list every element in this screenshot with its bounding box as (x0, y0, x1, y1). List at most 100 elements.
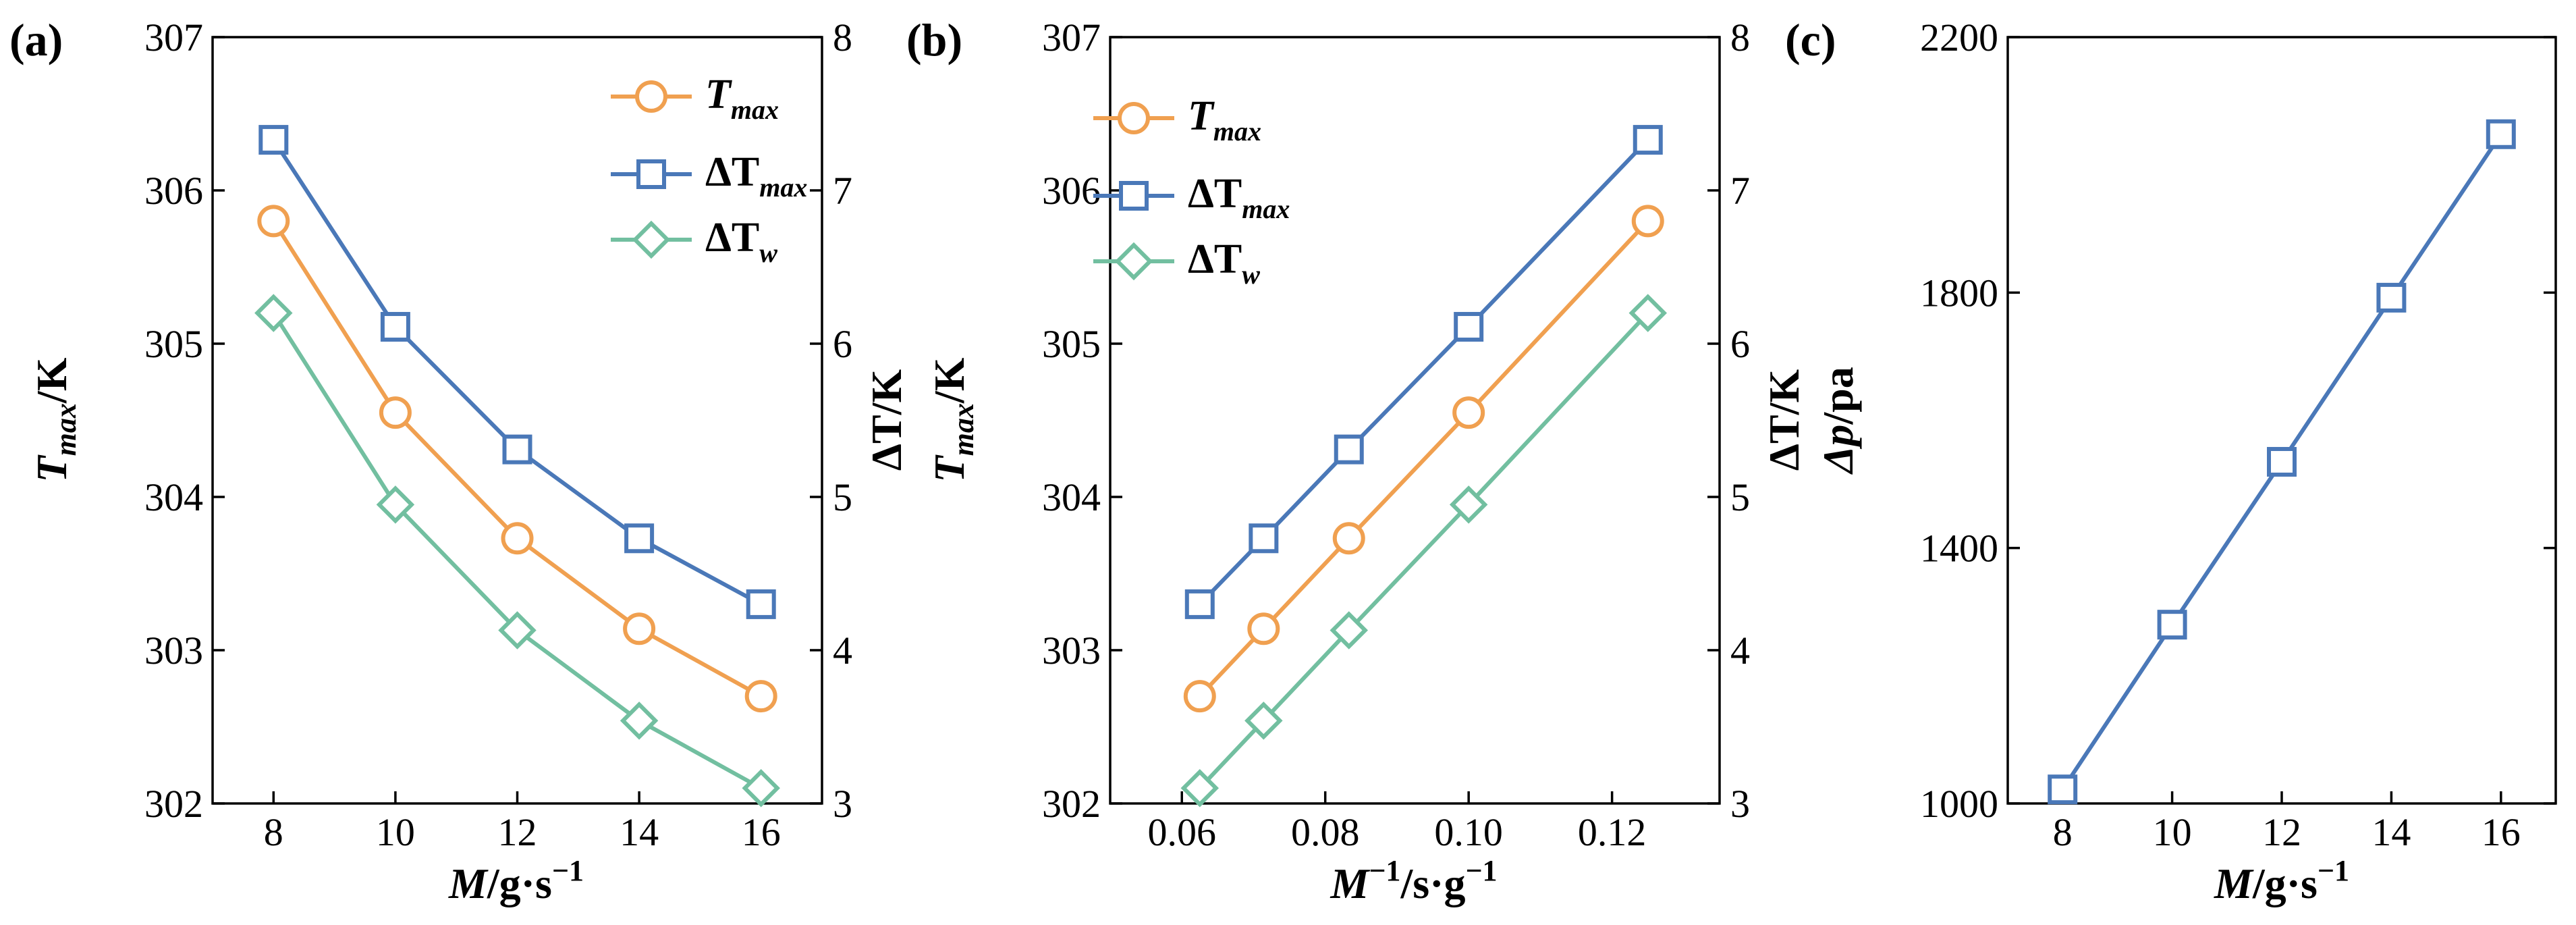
data-point-dtmax-a-0 (258, 125, 289, 155)
y-tick-label-b-1: 303 (1042, 629, 1101, 672)
x-tick-label-c-4: 16 (2482, 810, 2521, 854)
data-point-tmax-b-3 (1247, 612, 1280, 645)
data-point-dtw-b-4 (1180, 769, 1220, 808)
legend-marker-tmax-a (635, 80, 667, 113)
data-point-dtw-a-4 (742, 769, 780, 808)
y-tick-label-b-0: 302 (1042, 782, 1101, 826)
legend-label-tmax-a: Tmax (705, 72, 779, 125)
data-point-tmax-b-0 (1631, 205, 1664, 238)
y-tick-label-c-1: 1400 (1920, 527, 1998, 571)
x-tick-label-b-3: 0.12 (1578, 810, 1647, 854)
y-tick-label-c-0: 1000 (1920, 782, 1998, 826)
data-point-tmax-b-2 (1332, 522, 1365, 555)
data-point-dtw-a-2 (498, 611, 537, 650)
y-tick-label-a-0: 302 (144, 782, 203, 826)
data-point-dtmax-c-0 (2048, 774, 2078, 805)
y-tick-label-c-3: 2200 (1920, 16, 1998, 59)
panel-label-b: (b) (906, 14, 962, 65)
y2-tick-label-a-3: 6 (833, 322, 852, 366)
y2-tick-label-a-4: 7 (833, 169, 852, 213)
ticks-c: 8 10 12 14 16 1000 1400 1800 2200 (1920, 16, 2556, 854)
legend-label-dtmax-a: ΔTmax (705, 149, 807, 203)
y2-tick-label-b-0: 3 (1730, 782, 1750, 826)
x-tick-label-c-2: 12 (2262, 810, 2301, 854)
y2-tick-label-b-4: 7 (1730, 169, 1750, 213)
data-point-dtw-a-0 (254, 294, 293, 332)
data-point-dtmax-c-3 (2376, 282, 2407, 313)
y2-tick-label-b-1: 4 (1730, 629, 1750, 672)
x-tick-label-b-0: 0.06 (1147, 810, 1216, 854)
panel-b: (b) 0.06 0.08 0.10 0.12 302 303 304 305 306 307 3 4… (906, 14, 1808, 907)
data-point-dtw-b-0 (1628, 294, 1668, 332)
y2-axis-label-a: ΔT/K (862, 369, 910, 471)
x-tick-label-c-0: 8 (2053, 810, 2073, 854)
y2-tick-label-a-0: 3 (833, 782, 852, 826)
legend-label-dtw-a: ΔTw (705, 215, 777, 268)
legend-a: Tmax ΔTmax ΔTw (611, 72, 807, 268)
panel-c: (c) 8 10 12 14 16 1000 1400 1800 2200 Δp/pa M/g·… (1785, 14, 2557, 907)
plot-frame-b (1109, 36, 1721, 805)
data-point-dtw-a-1 (376, 485, 415, 524)
x-tick-label-a-1: 10 (376, 810, 415, 854)
y-axis-label-c: Δp/pa (1814, 367, 1862, 475)
panel-a: (a) 8 10 12 14 16 302 303 304 305 306 307 3 4 5 6 7 8 Tm… (9, 14, 910, 907)
data-point-tmax-b-1 (1452, 396, 1485, 429)
legend-label-tmax-b: Tmax (1188, 93, 1261, 147)
panel-label-a: (a) (9, 14, 63, 65)
data-point-dtmax-b-1 (1454, 312, 1484, 342)
y2-tick-label-b-5: 8 (1730, 16, 1750, 59)
data-point-dtw-a-3 (620, 702, 659, 740)
data-point-dtmax-b-3 (1249, 523, 1279, 554)
data-point-dtmax-b-2 (1334, 434, 1364, 465)
legend-b: Tmax ΔTmax ΔTw (1093, 93, 1290, 290)
x-tick-label-a-2: 12 (498, 810, 537, 854)
y-tick-label-a-4: 306 (144, 169, 203, 213)
y-tick-label-b-2: 304 (1042, 475, 1101, 519)
x-axis-label-a: M/g·s−1 (448, 854, 584, 907)
y-axis-label-a: Tmax/K (28, 357, 82, 482)
data-point-dtmax-c-2 (2267, 446, 2297, 477)
y-tick-label-b-5: 307 (1042, 16, 1101, 59)
y-tick-label-a-3: 305 (144, 322, 203, 366)
series-group-a (254, 125, 780, 808)
data-point-dtmax-c-1 (2157, 610, 2187, 640)
data-point-tmax-a-2 (501, 522, 534, 555)
y2-tick-label-b-3: 6 (1730, 322, 1750, 366)
y-tick-label-c-2: 1800 (1920, 271, 1998, 315)
legend-marker-tmax-b (1118, 102, 1150, 134)
data-point-tmax-b-4 (1183, 680, 1216, 713)
ticks-b: 0.06 0.08 0.10 0.12 302 303 304 305 306 307 3 4 5 6 7 8 (1042, 16, 1750, 854)
x-tick-label-c-1: 10 (2153, 810, 2192, 854)
x-axis-label-c: M/g·s−1 (2214, 854, 2349, 907)
data-point-dtmax-a-4 (746, 589, 776, 619)
data-point-dtmax-a-3 (624, 523, 655, 554)
data-point-tmax-a-3 (623, 612, 656, 645)
ticks-a: 8 10 12 14 16 302 303 304 305 306 307 3 4 5 6 7 8 (144, 16, 852, 854)
y-tick-label-a-2: 304 (144, 475, 203, 519)
legend-marker-dtmax-b (1119, 181, 1149, 211)
legend-label-dtw-b: ΔTw (1188, 236, 1260, 290)
y2-tick-label-a-1: 4 (833, 629, 852, 672)
data-point-tmax-a-4 (744, 680, 777, 713)
x-tick-label-a-4: 16 (742, 810, 781, 854)
data-point-tmax-a-1 (379, 396, 412, 429)
data-point-dtw-b-2 (1330, 611, 1369, 650)
data-point-dtmax-a-2 (502, 434, 532, 465)
panel-label-c: (c) (1785, 14, 1836, 65)
x-tick-label-c-3: 14 (2372, 810, 2411, 854)
x-tick-label-b-2: 0.10 (1434, 810, 1503, 854)
x-tick-label-a-0: 8 (264, 810, 283, 854)
y-axis-label-b: Tmax/K (925, 357, 980, 482)
y-tick-label-b-4: 306 (1042, 169, 1101, 213)
y-tick-label-a-1: 303 (144, 629, 203, 672)
data-point-dtmax-c-4 (2486, 119, 2516, 149)
data-point-dtmax-b-4 (1184, 589, 1215, 619)
legend-marker-dtw-b (1114, 242, 1153, 281)
y-tick-label-b-3: 305 (1042, 322, 1101, 366)
y-tick-label-a-5: 307 (144, 16, 203, 59)
series-group-c (2048, 119, 2516, 805)
data-point-dtmax-a-1 (380, 312, 410, 342)
legend-marker-dtw-a (632, 220, 671, 259)
y2-tick-label-b-2: 5 (1730, 475, 1750, 519)
